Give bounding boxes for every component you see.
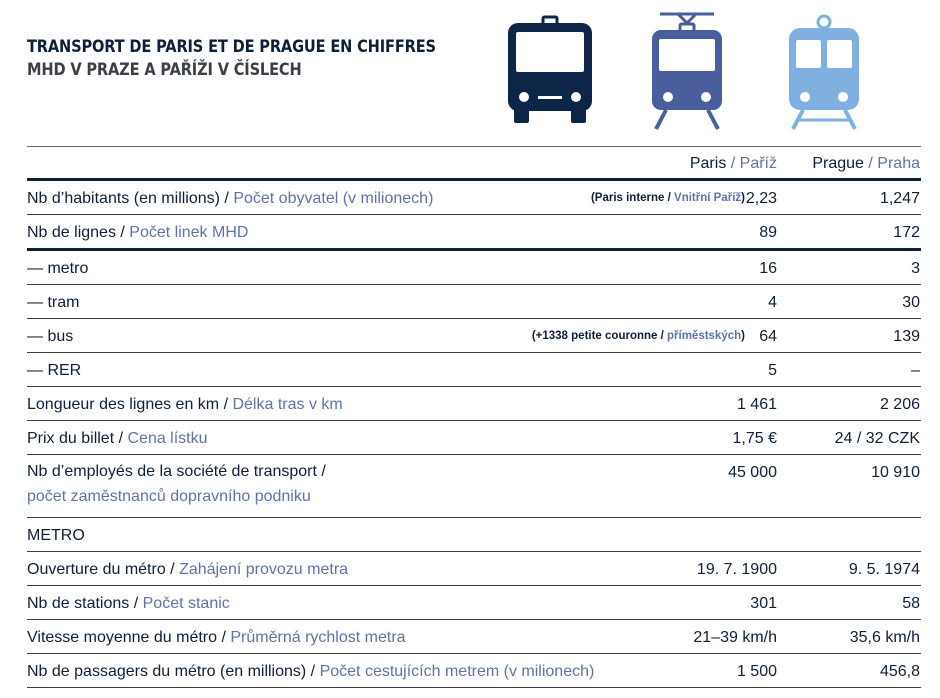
bus-icon	[508, 15, 592, 123]
section-title: METRO	[27, 527, 85, 544]
table-row-opening: Ouverture du métro / Zahájení provozu me…	[27, 552, 921, 586]
row-label: Nb de lignes / Počet linek MHD	[27, 224, 249, 241]
value-paris: 64	[759, 328, 777, 345]
table-row-ticket: Prix du billet / Cena lístku 1,75 € 24 /…	[27, 421, 921, 455]
value-paris: 1 461	[736, 396, 777, 413]
table-row-employees: Nb d’employés de la société de transport…	[27, 455, 921, 518]
value-paris: 5	[768, 362, 777, 379]
row-label: — RER	[27, 362, 82, 379]
title-cz: MHD V PRAZE A PAŘÍŽI V ČÍSLECH	[27, 60, 302, 80]
row-label: Vitesse moyenne du métro / Průměrná rych…	[27, 629, 406, 646]
value-prague: 3	[911, 260, 920, 277]
row-label: — metro	[27, 260, 89, 277]
value-prague: –	[911, 362, 920, 379]
row-label: Nb de passagers du métro (en millions) /…	[27, 663, 595, 680]
tram-icon	[652, 12, 722, 130]
value-paris: 21–39 km/h	[693, 629, 777, 646]
row-label: Ouverture du métro / Zahájení provozu me…	[27, 561, 349, 578]
value-paris: 19. 7. 1900	[696, 561, 777, 578]
value-prague: 30	[902, 294, 920, 311]
value-prague: 456,8	[879, 663, 920, 680]
row-label: — bus	[27, 328, 74, 345]
value-prague: 58	[902, 595, 920, 612]
value-paris: 2,23	[745, 190, 777, 207]
value-prague: 24 / 32 CZK	[834, 430, 920, 447]
table-row-speed: Vitesse moyenne du métro / Průměrná rych…	[27, 620, 921, 654]
table-row-metro: — metro 16 3	[27, 251, 921, 285]
value-paris: 89	[759, 224, 777, 241]
row-note: (+1338 petite couronne / příměstských)	[531, 330, 745, 342]
header-prague: Prague / Praha	[812, 155, 920, 172]
value-paris: 45 000	[728, 464, 777, 481]
row-label: Nb d’habitants (en millions) / Počet oby…	[27, 190, 434, 207]
table-header: Paris / Paříž Prague / Praha	[27, 147, 921, 181]
value-prague: 9. 5. 1974	[848, 561, 920, 578]
value-paris: 1 500	[736, 663, 777, 680]
row-label: — tram	[27, 294, 80, 311]
value-paris: 1,75 €	[732, 430, 777, 447]
row-label: Nb de stations / Počet stanic	[27, 595, 230, 612]
page-title: TRANSPORT DE PARIS ET DE PRAGUE EN CHIFF…	[27, 36, 436, 82]
table-row-passengers: Nb de passagers du métro (en millions) /…	[27, 654, 921, 688]
train-icon	[789, 14, 859, 130]
value-paris: 301	[750, 595, 777, 612]
value-prague: 172	[893, 224, 920, 241]
table-row-tram: — tram 4 30	[27, 285, 921, 319]
title-fr: TRANSPORT DE PARIS ET DE PRAGUE EN CHIFF…	[27, 37, 436, 57]
table-row-inhabitants: Nb d’habitants (en millions) / Počet oby…	[27, 181, 921, 215]
row-label: Longueur des lignes en km / Délka tras v…	[27, 396, 343, 413]
table-row-lines: Nb de lignes / Počet linek MHD 89 172	[27, 215, 921, 251]
value-paris: 16	[759, 260, 777, 277]
value-prague: 35,6 km/h	[849, 629, 920, 646]
value-prague: 2 206	[879, 396, 920, 413]
table-row-length: Longueur des lignes en km / Délka tras v…	[27, 387, 921, 421]
value-prague: 139	[893, 328, 920, 345]
table-row-rer: — RER 5 –	[27, 353, 921, 387]
row-label: Prix du billet / Cena lístku	[27, 430, 208, 447]
stats-table: Paris / Paříž Prague / Praha Nb d’habita…	[27, 146, 921, 688]
table-row-stations: Nb de stations / Počet stanic 301 58	[27, 586, 921, 620]
row-label: Nb d’employés de la société de transport…	[27, 463, 326, 505]
section-metro: METRO	[27, 518, 921, 552]
value-prague: 1,247	[879, 190, 920, 207]
value-prague: 10 910	[871, 464, 920, 481]
table-row-bus: — bus (+1338 petite couronne / příměstsk…	[27, 319, 921, 353]
header-paris: Paris / Paříž	[689, 155, 777, 172]
row-note: (Paris interne / Vnitřní Paříž)	[590, 192, 745, 204]
value-paris: 4	[768, 294, 777, 311]
